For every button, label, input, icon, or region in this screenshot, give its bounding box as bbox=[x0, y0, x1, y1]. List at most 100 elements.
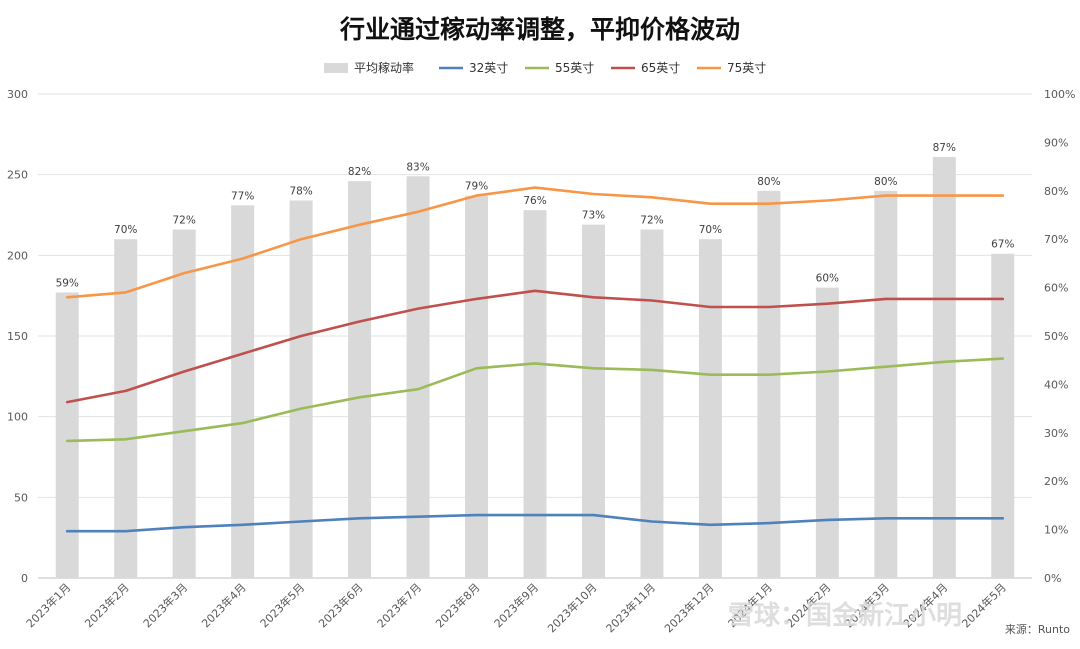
line-point bbox=[66, 530, 68, 532]
line-point bbox=[768, 522, 770, 524]
bar bbox=[114, 239, 138, 578]
legend-swatch-bar bbox=[324, 63, 348, 73]
y-left-tick-label: 150 bbox=[7, 330, 28, 343]
x-tick-label: 2023年6月 bbox=[316, 580, 366, 630]
bar-data-label: 70% bbox=[699, 224, 722, 236]
line-point bbox=[125, 438, 127, 440]
bar-data-label: 82% bbox=[348, 166, 371, 178]
y-left-tick-label: 200 bbox=[7, 249, 28, 262]
x-tick-label: 2023年7月 bbox=[374, 580, 424, 630]
line-point bbox=[66, 296, 68, 298]
y-right-tick-label: 70% bbox=[1044, 233, 1068, 246]
line-point bbox=[826, 199, 828, 202]
bar-series bbox=[55, 156, 1015, 579]
bar bbox=[231, 205, 255, 578]
line-point bbox=[66, 401, 68, 403]
legend-label: 55英寸 bbox=[555, 61, 594, 75]
y-right-tick-label: 80% bbox=[1044, 185, 1068, 198]
bar bbox=[815, 287, 839, 578]
x-tick-label: 2023年1月 bbox=[23, 580, 73, 630]
bar bbox=[991, 253, 1015, 578]
line-point bbox=[242, 524, 244, 526]
line-point bbox=[1002, 298, 1004, 300]
y-right-tick-label: 0% bbox=[1044, 572, 1061, 585]
watermark: 雪球：国金新江小明 bbox=[728, 600, 962, 631]
line-point bbox=[300, 520, 302, 523]
line-point bbox=[826, 303, 828, 305]
bar-data-label: 60% bbox=[816, 273, 839, 285]
line-point bbox=[885, 517, 887, 519]
bar bbox=[348, 181, 372, 578]
bar bbox=[172, 229, 196, 578]
line-point bbox=[358, 396, 361, 398]
line-point bbox=[1002, 517, 1004, 519]
line-point bbox=[125, 530, 127, 532]
x-tick-label: 2023年10月 bbox=[544, 580, 599, 635]
y-left-tick-label: 50 bbox=[14, 491, 28, 504]
bar bbox=[55, 292, 79, 578]
x-tick-label: 2023年12月 bbox=[661, 580, 716, 635]
y-right-tick-label: 60% bbox=[1044, 282, 1068, 295]
bar-data-label: 67% bbox=[991, 239, 1014, 251]
y-right-tick-label: 100% bbox=[1044, 88, 1075, 101]
line-point bbox=[943, 298, 945, 300]
bar-data-label: 87% bbox=[933, 142, 956, 154]
line-point bbox=[417, 307, 419, 310]
bar-data-label: 79% bbox=[465, 181, 488, 193]
x-tick-label: 2023年8月 bbox=[432, 580, 482, 630]
line-point bbox=[709, 306, 712, 308]
line-point bbox=[592, 514, 595, 516]
y-left-tick-label: 100 bbox=[7, 411, 28, 424]
line-point bbox=[651, 369, 653, 371]
x-tick-label: 2023年4月 bbox=[199, 580, 249, 630]
line-point bbox=[885, 298, 887, 300]
line-point bbox=[534, 186, 536, 189]
line-point bbox=[300, 238, 302, 240]
line-point bbox=[592, 193, 595, 195]
line-point bbox=[709, 374, 712, 376]
line-point bbox=[358, 320, 361, 323]
legend-label: 65英寸 bbox=[641, 61, 680, 75]
line-point bbox=[1002, 195, 1004, 197]
bar-data-label: 73% bbox=[582, 210, 605, 222]
line-point bbox=[709, 524, 712, 526]
y-right-tick-label: 30% bbox=[1044, 427, 1068, 440]
bar-data-label: 59% bbox=[56, 277, 79, 289]
line-point bbox=[358, 224, 361, 226]
line-point bbox=[300, 335, 302, 337]
y-left-tick-label: 0 bbox=[21, 572, 28, 585]
x-tick-label: 2023年9月 bbox=[491, 580, 541, 630]
line-point bbox=[242, 353, 244, 355]
y-axis-left: 0 50 100 150 200 250 300 bbox=[7, 88, 28, 585]
bar-data-label: 72% bbox=[173, 215, 196, 227]
source-note: 来源：Runto bbox=[1005, 622, 1070, 636]
bar-data-label: 77% bbox=[231, 190, 254, 202]
line-point bbox=[1002, 357, 1004, 360]
line-point bbox=[826, 519, 828, 521]
line-point bbox=[475, 367, 478, 369]
y-right-tick-label: 10% bbox=[1044, 524, 1068, 537]
line-point bbox=[183, 272, 185, 274]
bar bbox=[523, 210, 547, 578]
legend-label: 75英寸 bbox=[727, 61, 766, 75]
line-point bbox=[768, 203, 770, 205]
line-point bbox=[534, 290, 536, 292]
line-point bbox=[651, 299, 653, 302]
bar-data-label: 78% bbox=[289, 185, 312, 197]
x-tick-label: 2023年5月 bbox=[257, 580, 307, 630]
line-point bbox=[358, 517, 361, 519]
line-point bbox=[183, 430, 185, 432]
bar bbox=[698, 239, 722, 578]
x-tick-label: 2023年11月 bbox=[603, 580, 658, 635]
line-point bbox=[651, 196, 653, 198]
bar bbox=[874, 190, 898, 579]
line-point bbox=[885, 366, 887, 368]
chart-title: 行业通过稼动率调整，平抑价格波动 bbox=[339, 15, 740, 44]
line-point bbox=[417, 516, 419, 518]
bar bbox=[289, 200, 313, 579]
line-point bbox=[66, 440, 68, 442]
line-point bbox=[826, 370, 828, 373]
bar-data-labels: 59% 70% 72% 77% 78% 82% 83% 79% 76% 73% 72% 70% 80% 6… bbox=[56, 142, 1015, 290]
y-left-tick-label: 250 bbox=[7, 169, 28, 182]
bar bbox=[581, 224, 605, 578]
